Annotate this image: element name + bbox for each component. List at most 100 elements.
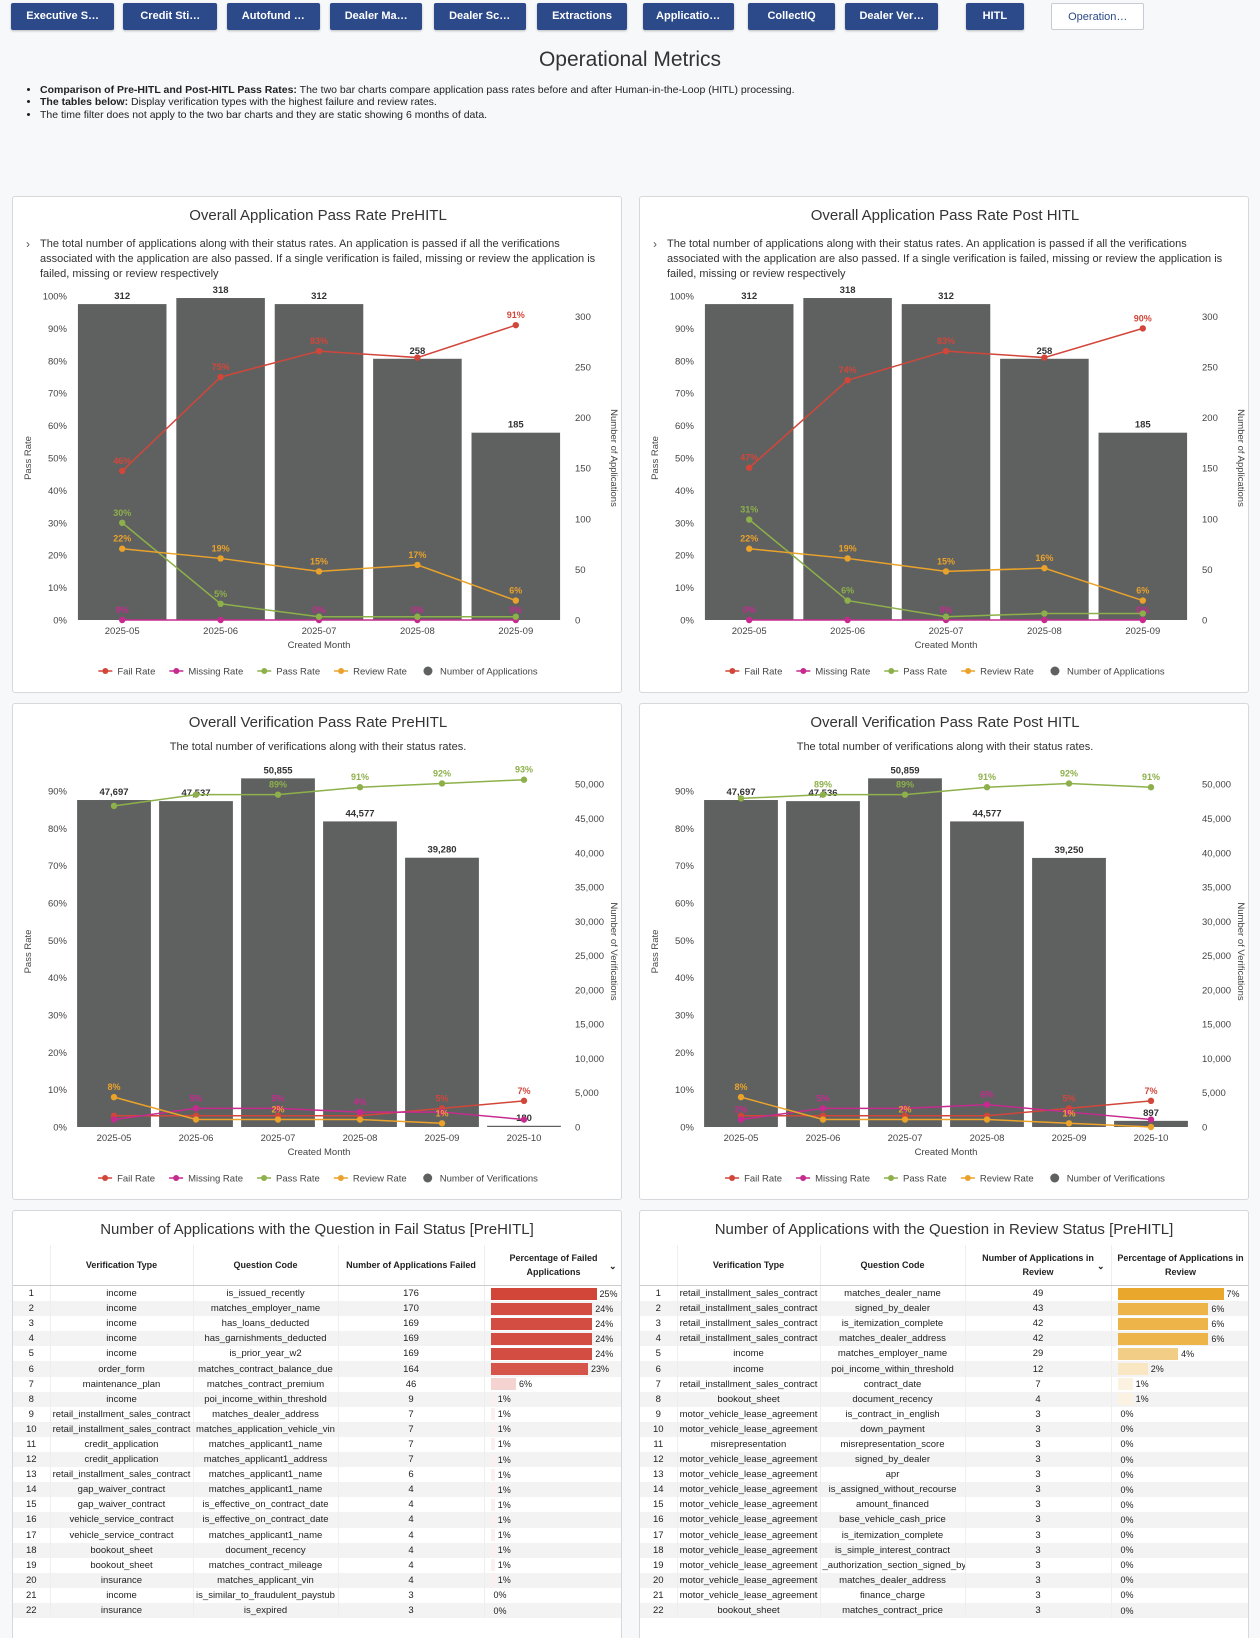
bullet-bold: The tables below: [40, 96, 129, 109]
count: 7 [338, 1406, 485, 1422]
verification-type: order_form [50, 1361, 194, 1377]
legend-label: Missing Rate [188, 667, 243, 678]
legend-marker [102, 668, 109, 674]
y2-tick-label: 5,000 [1202, 1088, 1226, 1099]
bar [704, 304, 794, 620]
y-tick-label: 90% [675, 324, 695, 335]
percentage-bar [1117, 1347, 1179, 1360]
column-header[interactable]: Percentage of Applications in Review [1111, 1245, 1248, 1286]
percentage-bar [1117, 1393, 1133, 1406]
column-header[interactable]: Verification Type [677, 1245, 821, 1286]
line-value-label: 6% [841, 586, 854, 596]
legend-marker [337, 1175, 344, 1181]
percentage-bar [490, 1574, 495, 1587]
question-code: misrepresentation_score [820, 1436, 966, 1453]
percentage-label: 1% [497, 1439, 511, 1450]
y2-tick-label: 250 [1202, 362, 1218, 373]
table-row: 7 maintenance_plan matches_contract_premiu… [13, 1376, 621, 1392]
verification-type: motor_vehicle_lease_agreement [677, 1587, 821, 1603]
percentage: 0% [484, 1587, 621, 1603]
question-code: poi_income_within_threshold [820, 1361, 966, 1377]
table-row: 9 retail_installment_sales_contract matche… [13, 1406, 621, 1422]
line-point [217, 555, 224, 562]
line-point [1065, 1108, 1073, 1116]
table-row: 15 motor_vehicle_lease_agreement amount_fi… [640, 1497, 1248, 1513]
nav-button[interactable]: HITL [965, 3, 1025, 30]
nav-button[interactable]: Credit Sti… [123, 3, 218, 30]
line-point [438, 780, 446, 787]
bar-value-label: 39,250 [1054, 845, 1083, 856]
y-tick-label: 70% [675, 861, 695, 872]
row-number: 9 [13, 1406, 51, 1422]
y2-tick-label: 150 [575, 464, 591, 475]
column-header[interactable]: Question Code [820, 1245, 966, 1286]
table-row: 5 income matches_employer_name 29 4% [640, 1346, 1248, 1362]
column-header[interactable]: Percentage of Failed Applications ⌄ [484, 1245, 621, 1286]
line-point [1065, 780, 1073, 787]
nav-button[interactable]: Executive S… [11, 3, 114, 30]
line-value-label: 0% [939, 605, 952, 615]
percentage-label: 1% [497, 1484, 511, 1495]
count: 4 [965, 1391, 1112, 1407]
row-number: 3 [13, 1316, 51, 1332]
line-value-label: 6% [980, 1090, 993, 1100]
line-value-label: 31% [740, 505, 758, 515]
percentage: 0% [1111, 1421, 1248, 1437]
nav-button[interactable]: Operation… [1051, 3, 1145, 30]
line-point [983, 1116, 991, 1123]
column-header[interactable]: Verification Type [50, 1245, 194, 1286]
legend-label: Review Rate [980, 1174, 1034, 1185]
bullet: Comparison of Pre-HITL and Post-HITL Pas… [40, 84, 795, 96]
line-point [819, 791, 827, 798]
y-tick-label: 60% [675, 421, 695, 432]
legend-marker [173, 668, 180, 674]
count: 176 [338, 1285, 485, 1302]
nav-button[interactable]: Dealer Sc… [433, 3, 526, 30]
nav-button[interactable]: Autofund … [226, 3, 320, 30]
y-tick-label: 30% [48, 1010, 68, 1021]
count: 4 [338, 1542, 485, 1558]
line-value-label: 5% [816, 1093, 829, 1103]
percentage-label: 1% [497, 1545, 511, 1556]
line-point [110, 802, 118, 810]
x-tick-label: 2025-05 [732, 626, 767, 637]
y2-tick-label: 5,000 [575, 1088, 599, 1099]
column-header[interactable]: Question Code [193, 1245, 339, 1286]
column-header-text: Question Code [233, 1260, 298, 1270]
legend-label: Pass Rate [903, 1174, 947, 1185]
count: 3 [965, 1587, 1112, 1603]
table-row: 2 retail_installment_sales_contract signed… [640, 1301, 1248, 1317]
line-point [192, 1116, 200, 1123]
nav-button[interactable]: Dealer Ver… [845, 3, 939, 30]
table-row: 10 retail_installment_sales_contract match… [13, 1421, 621, 1437]
row-number: 14 [640, 1482, 678, 1498]
column-header[interactable]: Number of Applications Failed [338, 1245, 485, 1286]
nav-button[interactable]: Extractions [537, 3, 627, 30]
y2-tick-label: 250 [575, 362, 591, 373]
table-card: Number of Applications with the Question… [12, 1210, 622, 1638]
nav-button[interactable]: Dealer Ma… [330, 3, 423, 30]
line-point [1147, 1123, 1155, 1131]
line-value-label: 8% [107, 1082, 120, 1092]
verification-type: retail_installment_sales_contract [677, 1376, 821, 1392]
nav-button[interactable]: CollectIQ [748, 3, 835, 30]
table-title: Number of Applications with the Question… [714, 1221, 1174, 1238]
x-tick-label: 2025-05 [724, 1133, 759, 1144]
header-row: Verification Type Question Code Number of … [640, 1245, 1248, 1286]
bullet-list: Comparison of Pre-HITL and Post-HITL Pas… [24, 84, 795, 121]
nav-button[interactable]: Applicatio… [642, 3, 734, 30]
percentage-label: 2% [1150, 1364, 1164, 1375]
table-row: 13 motor_vehicle_lease_agreement apr 3 0% [640, 1467, 1248, 1483]
row-number: 6 [640, 1361, 678, 1377]
verification-type: income [50, 1346, 194, 1362]
line-value-label: 19% [839, 543, 857, 553]
bar [950, 821, 1024, 1127]
percentage: 0% [1111, 1527, 1248, 1543]
y2-tick-label: 25,000 [575, 951, 604, 962]
column-header[interactable]: Number of Applications in Review ⌄ [965, 1245, 1112, 1286]
line-value-label: 93% [515, 765, 533, 775]
y-tick-label: 30% [48, 518, 68, 529]
y2-tick-label: 45,000 [1202, 814, 1231, 825]
count: 3 [965, 1482, 1112, 1498]
y2-tick-label: 35,000 [1202, 883, 1231, 894]
